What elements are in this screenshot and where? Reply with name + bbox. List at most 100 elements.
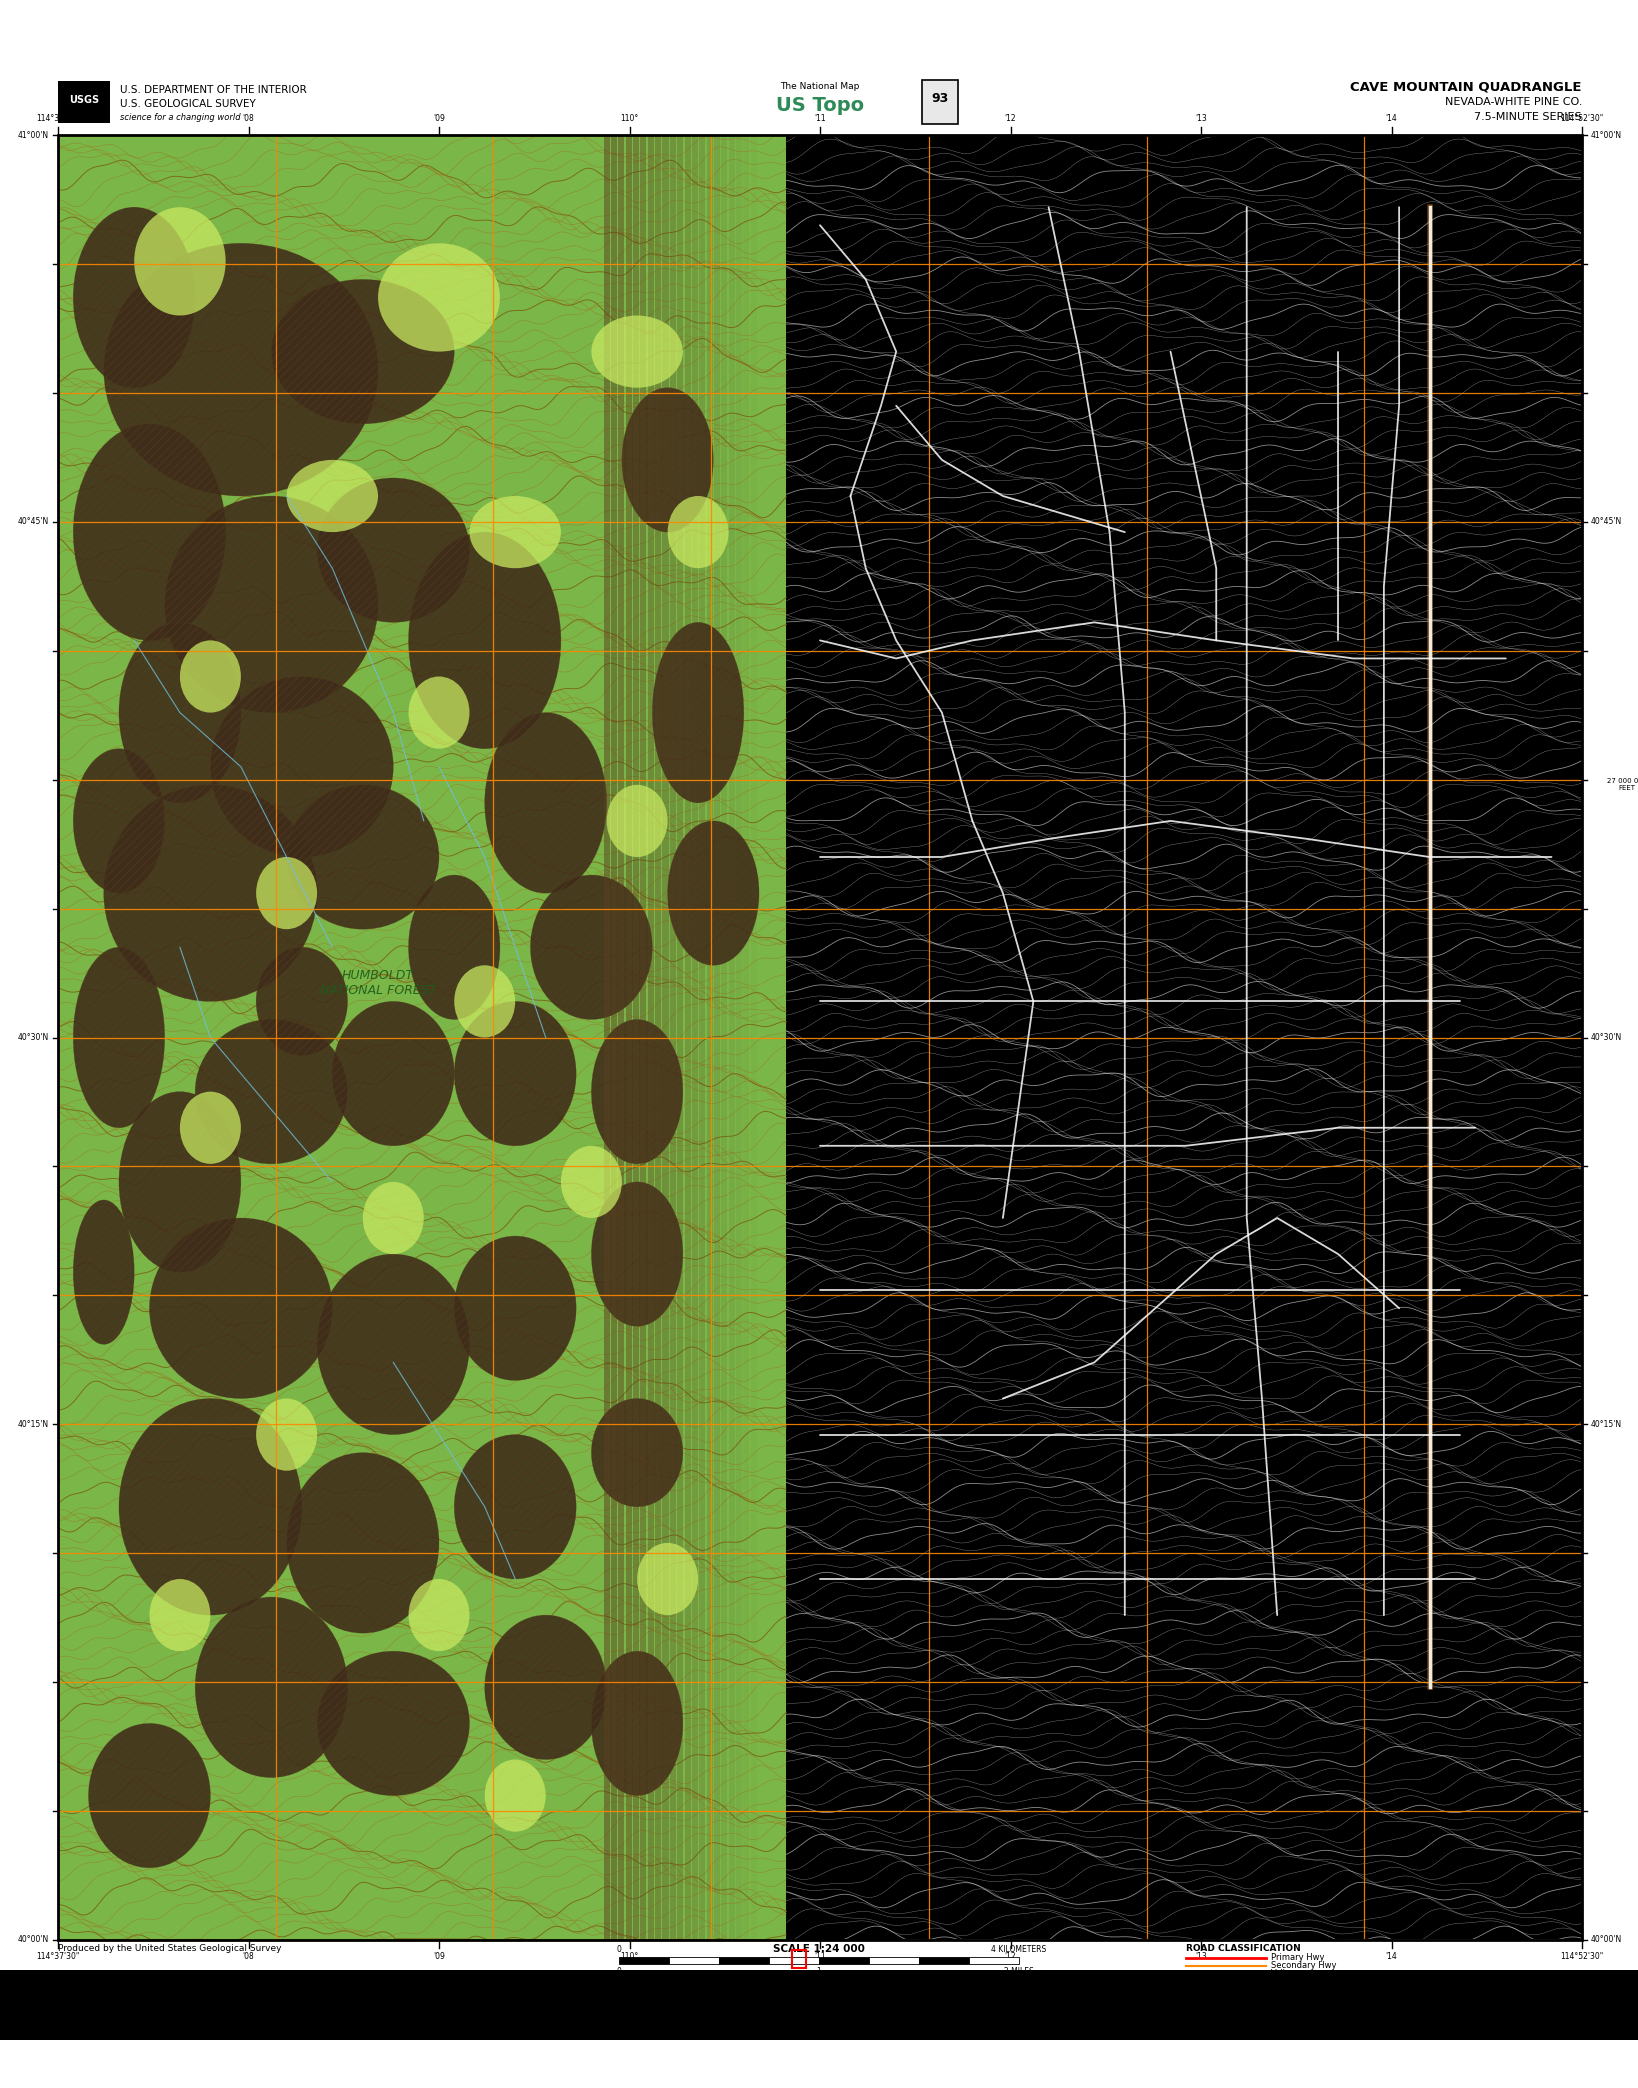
- Ellipse shape: [195, 1019, 347, 1163]
- Ellipse shape: [74, 207, 195, 388]
- Text: Primary Hwy: Primary Hwy: [1271, 1954, 1324, 1963]
- Text: ROAD CLASSIFICATION: ROAD CLASSIFICATION: [1186, 1944, 1301, 1952]
- Ellipse shape: [318, 1652, 470, 1796]
- Ellipse shape: [272, 280, 454, 424]
- Ellipse shape: [103, 244, 378, 497]
- Ellipse shape: [362, 1182, 424, 1255]
- Text: 114°52'30": 114°52'30": [1561, 115, 1604, 123]
- Text: HUMBOLDT
NATIONAL FOREST: HUMBOLDT NATIONAL FOREST: [319, 969, 436, 998]
- Ellipse shape: [149, 1579, 210, 1652]
- Bar: [611, 136, 618, 1940]
- Text: U.S. DEPARTMENT OF THE INTERIOR: U.S. DEPARTMENT OF THE INTERIOR: [120, 86, 306, 96]
- Bar: [640, 136, 647, 1940]
- Ellipse shape: [256, 856, 318, 929]
- Text: U.S. GEOLOGICAL SURVEY: U.S. GEOLOGICAL SURVEY: [120, 98, 256, 109]
- Text: 114°37'30": 114°37'30": [36, 1952, 80, 1961]
- Text: Secondary Hwy: Secondary Hwy: [1271, 1961, 1337, 1971]
- Text: '11: '11: [814, 115, 826, 123]
- Text: '09: '09: [432, 115, 446, 123]
- Bar: [626, 136, 632, 1940]
- Bar: [647, 136, 654, 1940]
- Bar: [603, 136, 609, 1940]
- Bar: [662, 136, 668, 1940]
- Text: CAVE MOUNTAIN QUADRANGLE: CAVE MOUNTAIN QUADRANGLE: [1350, 81, 1582, 94]
- Text: 110°: 110°: [621, 115, 639, 123]
- Text: 110°: 110°: [621, 1952, 639, 1961]
- Text: 40°30'N: 40°30'N: [18, 1034, 49, 1042]
- Ellipse shape: [591, 315, 683, 388]
- Text: 40°45'N: 40°45'N: [18, 518, 49, 526]
- Bar: [691, 136, 698, 1940]
- Text: 93: 93: [932, 92, 948, 106]
- Text: '09: '09: [432, 1952, 446, 1961]
- Bar: [786, 136, 1582, 1940]
- Text: 41°00'N: 41°00'N: [18, 129, 49, 140]
- Ellipse shape: [287, 459, 378, 532]
- Ellipse shape: [560, 1146, 622, 1217]
- Ellipse shape: [622, 388, 713, 532]
- Ellipse shape: [287, 785, 439, 929]
- Ellipse shape: [591, 1019, 683, 1163]
- Ellipse shape: [180, 1092, 241, 1163]
- Bar: [655, 136, 662, 1940]
- Bar: [670, 136, 676, 1940]
- Ellipse shape: [120, 622, 241, 804]
- Bar: [632, 136, 639, 1940]
- Bar: [706, 136, 713, 1940]
- Bar: [668, 1956, 719, 1963]
- Text: '11: '11: [814, 1952, 826, 1961]
- Bar: [57, 136, 786, 1940]
- Text: science for a changing world: science for a changing world: [120, 113, 241, 123]
- Ellipse shape: [74, 948, 165, 1128]
- Bar: [714, 136, 721, 1940]
- Text: 40°15'N: 40°15'N: [1590, 1420, 1622, 1428]
- Text: 40°45'N: 40°45'N: [1590, 518, 1622, 526]
- Text: 40°00'N: 40°00'N: [1590, 1936, 1622, 1944]
- Ellipse shape: [318, 478, 470, 622]
- Text: 7.5-MINUTE SERIES: 7.5-MINUTE SERIES: [1474, 111, 1582, 121]
- Bar: [758, 1979, 814, 2019]
- Text: 41°00'N: 41°00'N: [1590, 129, 1622, 140]
- Text: 40°30'N: 40°30'N: [1590, 1034, 1622, 1042]
- Ellipse shape: [408, 1579, 470, 1652]
- Bar: [750, 136, 757, 1940]
- Ellipse shape: [531, 875, 652, 1019]
- Bar: [0, 1969, 1638, 2040]
- Ellipse shape: [652, 622, 744, 804]
- Ellipse shape: [637, 1543, 698, 1616]
- Text: 0: 0: [616, 1967, 621, 1975]
- Ellipse shape: [378, 244, 500, 351]
- Bar: [721, 136, 727, 1940]
- Bar: [922, 79, 958, 123]
- Text: 114°37'30": 114°37'30": [36, 115, 80, 123]
- Ellipse shape: [606, 785, 668, 856]
- Bar: [768, 1956, 819, 1963]
- Ellipse shape: [591, 1399, 683, 1508]
- Ellipse shape: [454, 965, 516, 1038]
- Ellipse shape: [256, 948, 347, 1057]
- Ellipse shape: [470, 497, 560, 568]
- Bar: [719, 1956, 768, 1963]
- Ellipse shape: [88, 1723, 210, 1869]
- Ellipse shape: [333, 1002, 454, 1146]
- Ellipse shape: [149, 1217, 333, 1399]
- Ellipse shape: [256, 1399, 318, 1470]
- Text: The National Map: The National Map: [780, 81, 860, 90]
- Text: '14: '14: [1386, 1952, 1397, 1961]
- Text: '08: '08: [242, 115, 254, 123]
- Ellipse shape: [454, 1002, 577, 1146]
- Ellipse shape: [210, 677, 393, 856]
- Ellipse shape: [408, 875, 500, 1019]
- Text: '12: '12: [1004, 115, 1016, 123]
- Ellipse shape: [408, 677, 470, 750]
- Text: NEVADA-WHITE PINE CO.: NEVADA-WHITE PINE CO.: [1445, 96, 1582, 106]
- Text: 1: 1: [817, 1967, 821, 1975]
- Ellipse shape: [454, 1236, 577, 1380]
- Text: '08: '08: [242, 1952, 254, 1961]
- Text: 2 MILES: 2 MILES: [1004, 1967, 1034, 1975]
- Bar: [791, 1950, 806, 1969]
- Ellipse shape: [74, 750, 165, 894]
- Ellipse shape: [591, 1182, 683, 1326]
- Bar: [735, 136, 742, 1940]
- Text: Produced by the United States Geological Survey: Produced by the United States Geological…: [57, 1944, 282, 1952]
